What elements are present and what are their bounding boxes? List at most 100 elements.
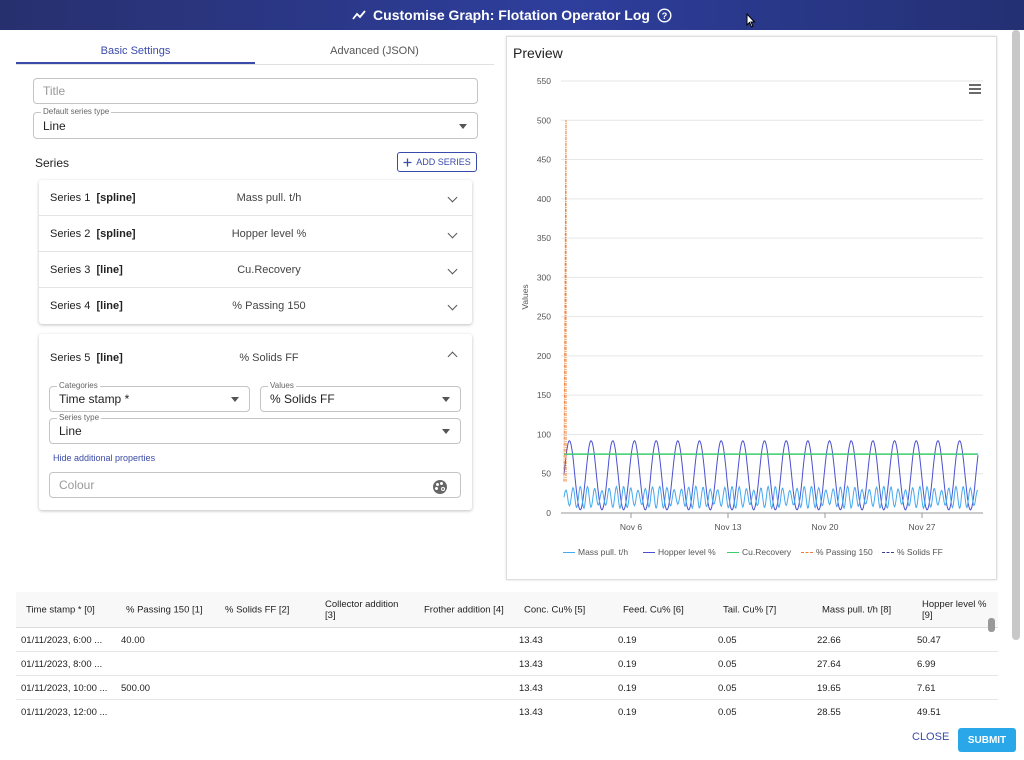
table-cell[interactable] bbox=[116, 700, 215, 722]
hide-additional-properties-link[interactable]: Hide additional properties bbox=[53, 453, 156, 463]
palette-icon[interactable] bbox=[433, 480, 447, 494]
series-row-3[interactable]: Series 3 [line] Cu.Recovery bbox=[39, 252, 472, 288]
table-cell[interactable] bbox=[215, 652, 315, 676]
table-cell[interactable]: 27.64 bbox=[812, 652, 912, 676]
column-header[interactable]: Mass pull. t/h [8] bbox=[812, 592, 912, 628]
column-header[interactable]: % Solids FF [2] bbox=[215, 592, 315, 628]
y-tick-label: 300 bbox=[537, 272, 551, 282]
table-cell[interactable]: 19.65 bbox=[812, 676, 912, 700]
table-cell[interactable] bbox=[414, 652, 514, 676]
series-type-select[interactable]: Series type Line bbox=[49, 413, 461, 444]
tab-basic-settings[interactable]: Basic Settings bbox=[16, 38, 255, 64]
column-header[interactable]: Feed. Cu% [6] bbox=[613, 592, 713, 628]
table-cell[interactable] bbox=[315, 652, 414, 676]
hamburger-menu-icon[interactable] bbox=[969, 84, 981, 94]
legend-item[interactable]: Mass pull. t/h bbox=[563, 547, 628, 557]
categories-select[interactable]: Categories Time stamp * bbox=[49, 381, 250, 412]
series-row-4[interactable]: Series 4 [line] % Passing 150 bbox=[39, 288, 472, 324]
cell-value: 28.55 bbox=[817, 707, 841, 718]
table-cell[interactable]: 13.43 bbox=[514, 676, 613, 700]
series-row-2[interactable]: Series 2 [spline] Hopper level % bbox=[39, 216, 472, 252]
table-cell[interactable] bbox=[315, 700, 414, 722]
table-cell[interactable]: 28.55 bbox=[812, 700, 912, 722]
table-cell[interactable]: 50.47 bbox=[912, 628, 998, 652]
table-cell[interactable]: 13.43 bbox=[514, 700, 613, 722]
column-header[interactable]: Conc. Cu% [5] bbox=[514, 592, 613, 628]
values-select[interactable]: Values % Solids FF bbox=[260, 381, 461, 412]
close-button[interactable]: CLOSE bbox=[912, 731, 950, 743]
table-cell[interactable] bbox=[215, 628, 315, 652]
chevron-down-icon[interactable] bbox=[447, 192, 458, 203]
column-header-label: Collector addition [3] bbox=[325, 598, 399, 621]
column-header-label: % Passing 150 [1] bbox=[126, 604, 203, 615]
submit-button[interactable]: SUBMIT bbox=[958, 728, 1016, 752]
series-row-1[interactable]: Series 1 [spline] Mass pull. t/h bbox=[39, 180, 472, 216]
legend-item[interactable]: % Solids FF bbox=[882, 547, 943, 557]
column-header[interactable]: Frother addition [4] bbox=[414, 592, 514, 628]
table-cell[interactable]: 13.43 bbox=[514, 628, 613, 652]
table-cell[interactable]: 0.05 bbox=[713, 652, 812, 676]
column-header-label: % Solids FF [2] bbox=[225, 604, 290, 615]
series-type: [line] bbox=[96, 264, 123, 276]
column-header[interactable]: % Passing 150 [1] bbox=[116, 592, 215, 628]
table-cell[interactable]: 0.05 bbox=[713, 700, 812, 722]
table-cell[interactable]: 0.19 bbox=[613, 676, 713, 700]
legend-item[interactable]: Cu.Recovery bbox=[727, 547, 791, 557]
chevron-up-icon[interactable] bbox=[447, 351, 458, 362]
table-cell[interactable] bbox=[414, 676, 514, 700]
table-cell[interactable]: 6.99 bbox=[912, 652, 998, 676]
table-scrollbar[interactable] bbox=[988, 618, 995, 632]
table-cell[interactable]: 0.19 bbox=[613, 700, 713, 722]
table-cell[interactable] bbox=[315, 676, 414, 700]
series-type: [spline] bbox=[96, 192, 136, 204]
default-series-type-select[interactable]: Default series type Line bbox=[33, 107, 478, 139]
legend-item[interactable]: Hopper level % bbox=[643, 547, 716, 557]
add-series-button[interactable]: ADD SERIES bbox=[397, 152, 477, 172]
column-header[interactable]: Tail. Cu% [7] bbox=[713, 592, 812, 628]
table-cell[interactable]: 13.43 bbox=[514, 652, 613, 676]
plus-icon bbox=[403, 158, 412, 166]
table-cell[interactable]: 01/11/2023, 10:00 ... bbox=[16, 676, 116, 700]
categories-label: Categories bbox=[57, 381, 100, 391]
series-row-5[interactable]: Series 5 [line] % Solids FF bbox=[39, 334, 472, 380]
values-value: % Solids FF bbox=[270, 392, 335, 406]
table-cell[interactable]: 01/11/2023, 8:00 ... bbox=[16, 652, 116, 676]
help-icon[interactable]: ? bbox=[657, 7, 672, 23]
column-header[interactable]: Time stamp * [0] bbox=[16, 592, 116, 628]
svg-text:?: ? bbox=[662, 11, 668, 21]
table-cell[interactable]: 7.61 bbox=[912, 676, 998, 700]
column-header-label: Conc. Cu% [5] bbox=[524, 604, 586, 615]
table-cell[interactable]: 0.05 bbox=[713, 676, 812, 700]
table-cell[interactable] bbox=[215, 700, 315, 722]
table-cell[interactable] bbox=[315, 628, 414, 652]
legend-swatch bbox=[563, 552, 575, 554]
column-header-label: Hopper level % [9] bbox=[922, 598, 987, 621]
chevron-down-icon[interactable] bbox=[447, 300, 458, 311]
legend-item[interactable]: % Passing 150 bbox=[801, 547, 873, 557]
table-cell[interactable] bbox=[414, 700, 514, 722]
column-header[interactable]: Hopper level % [9] bbox=[912, 592, 998, 628]
y-tick-label: 50 bbox=[542, 469, 552, 479]
dialog-scrollbar[interactable] bbox=[1012, 30, 1020, 640]
table-cell[interactable] bbox=[414, 628, 514, 652]
table-cell[interactable]: 0.05 bbox=[713, 628, 812, 652]
title-input[interactable]: Title bbox=[33, 78, 478, 104]
chevron-down-icon[interactable] bbox=[447, 228, 458, 239]
tab-advanced-json[interactable]: Advanced (JSON) bbox=[330, 45, 419, 57]
table-cell[interactable] bbox=[116, 652, 215, 676]
legend-swatch bbox=[801, 552, 813, 554]
legend-label: Cu.Recovery bbox=[742, 547, 792, 557]
chevron-down-icon[interactable] bbox=[447, 264, 458, 275]
column-header[interactable]: Collector addition [3] bbox=[315, 592, 414, 628]
table-cell[interactable] bbox=[215, 676, 315, 700]
table-cell[interactable]: 40.00 bbox=[116, 628, 215, 652]
table-cell[interactable]: 0.19 bbox=[613, 628, 713, 652]
table-cell[interactable]: 01/11/2023, 12:00 ... bbox=[16, 700, 116, 722]
table-cell[interactable]: 01/11/2023, 6:00 ... bbox=[16, 628, 116, 652]
colour-input[interactable]: Colour bbox=[49, 472, 461, 498]
table-cell[interactable]: 49.51 bbox=[912, 700, 998, 722]
table-cell[interactable]: 22.66 bbox=[812, 628, 912, 652]
table-cell[interactable]: 0.19 bbox=[613, 652, 713, 676]
table-cell[interactable]: 500.00 bbox=[116, 676, 215, 700]
